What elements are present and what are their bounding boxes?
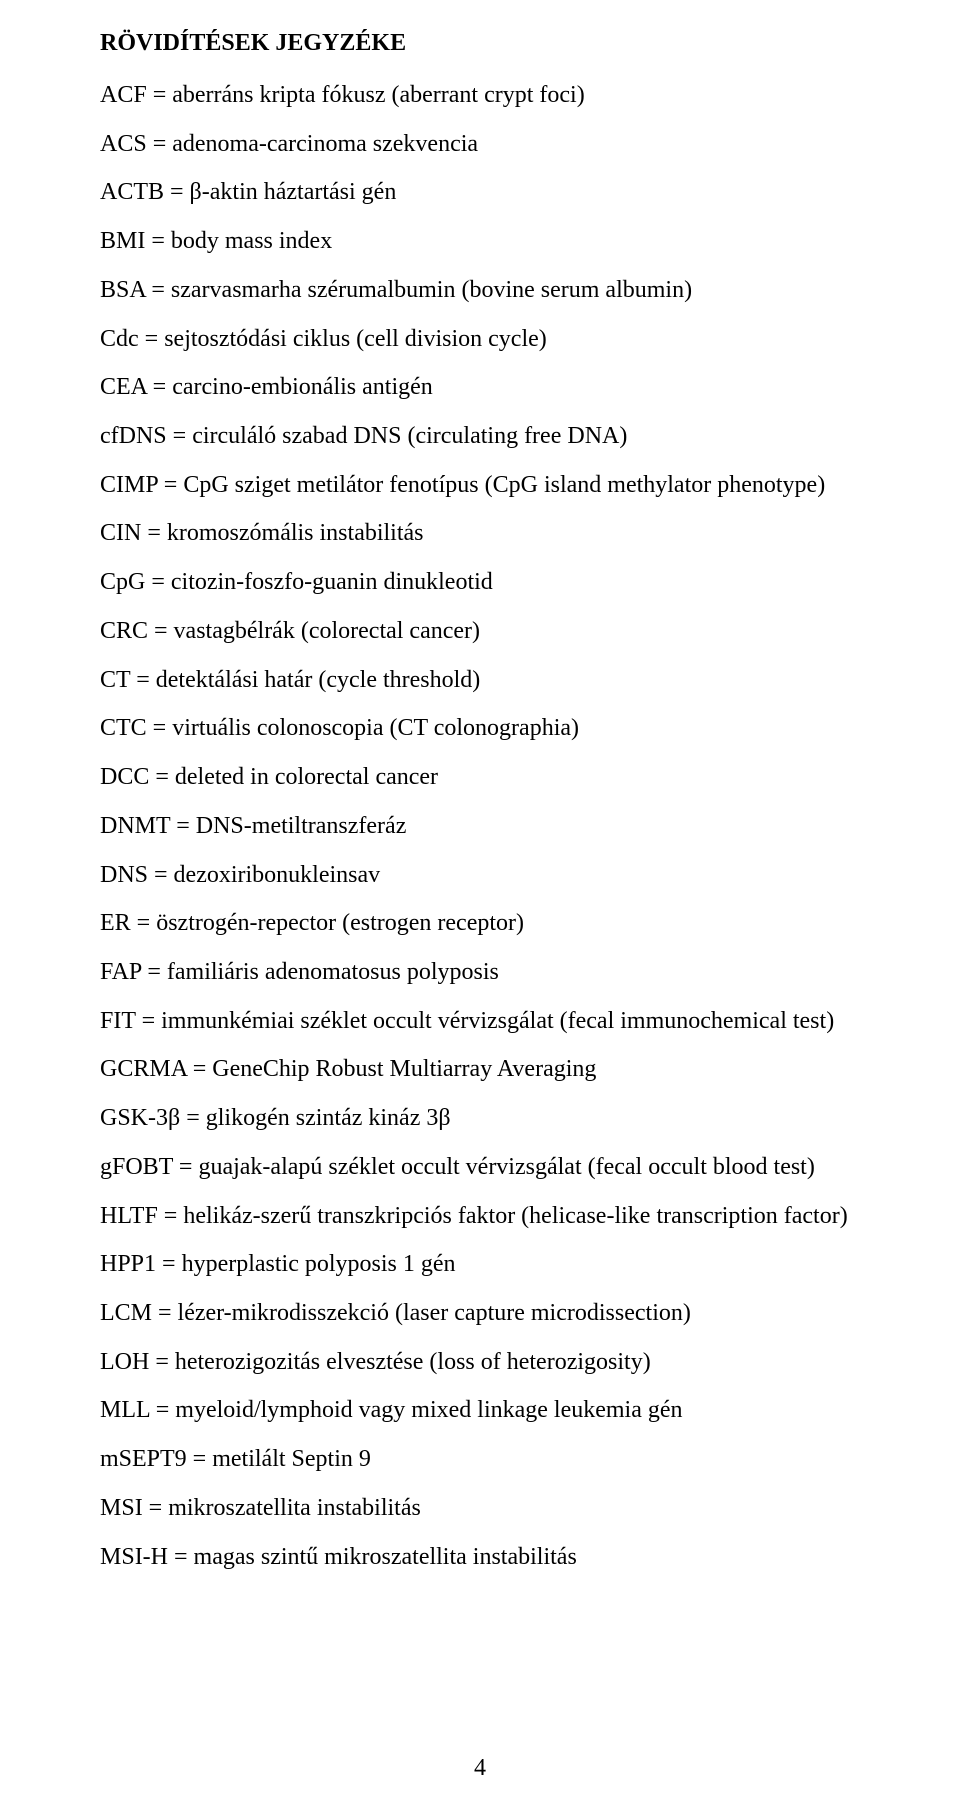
- list-item: LCM = lézer-mikrodisszekció (laser captu…: [100, 1289, 860, 1338]
- list-item: CIN = kromoszómális instabilitás: [100, 509, 860, 558]
- list-item: ACS = adenoma-carcinoma szekvencia: [100, 120, 860, 169]
- list-item: GCRMA = GeneChip Robust Multiarray Avera…: [100, 1045, 860, 1094]
- list-item: MSI = mikroszatellita instabilitás: [100, 1484, 860, 1533]
- document-page: RÖVIDÍTÉSEK JEGYZÉKE ACF = aberráns krip…: [0, 0, 960, 1802]
- list-item: DCC = deleted in colorectal cancer: [100, 753, 860, 802]
- list-item: BSA = szarvasmarha szérumalbumin (bovine…: [100, 266, 860, 315]
- list-item: BMI = body mass index: [100, 217, 860, 266]
- abbreviation-list: ACF = aberráns kripta fókusz (aberrant c…: [100, 71, 860, 1581]
- list-item: CIMP = CpG sziget metilátor fenotípus (C…: [100, 461, 860, 510]
- list-item: DNS = dezoxiribonukleinsav: [100, 851, 860, 900]
- list-item: CEA = carcino-embionális antigén: [100, 363, 860, 412]
- page-number: 4: [0, 1755, 960, 1782]
- list-item: LOH = heterozigozitás elvesztése (loss o…: [100, 1338, 860, 1387]
- list-item: CpG = citozin-foszfo-guanin dinukleotid: [100, 558, 860, 607]
- list-item: MLL = myeloid/lymphoid vagy mixed linkag…: [100, 1386, 860, 1435]
- list-item: DNMT = DNS-metiltranszferáz: [100, 802, 860, 851]
- document-title: RÖVIDÍTÉSEK JEGYZÉKE: [100, 30, 860, 57]
- list-item: GSK-3β = glikogén szintáz kináz 3β: [100, 1094, 860, 1143]
- list-item: CTC = virtuális colonoscopia (CT colonog…: [100, 704, 860, 753]
- list-item: Cdc = sejtosztódási ciklus (cell divisio…: [100, 315, 860, 364]
- list-item: HPP1 = hyperplastic polyposis 1 gén: [100, 1240, 860, 1289]
- list-item: ER = ösztrogén-repector (estrogen recept…: [100, 899, 860, 948]
- list-item: cfDNS = circuláló szabad DNS (circulatin…: [100, 412, 860, 461]
- list-item: ACTB = β-aktin háztartási gén: [100, 168, 860, 217]
- list-item: MSI-H = magas szintű mikroszatellita ins…: [100, 1533, 860, 1582]
- list-item: HLTF = helikáz-szerű transzkripciós fakt…: [100, 1192, 860, 1241]
- list-item: gFOBT = guajak-alapú széklet occult vérv…: [100, 1143, 860, 1192]
- list-item: mSEPT9 = metilált Septin 9: [100, 1435, 860, 1484]
- list-item: FAP = familiáris adenomatosus polyposis: [100, 948, 860, 997]
- list-item: FIT = immunkémiai széklet occult vérvizs…: [100, 997, 860, 1046]
- list-item: CT = detektálási határ (cycle threshold): [100, 656, 860, 705]
- list-item: CRC = vastagbélrák (colorectal cancer): [100, 607, 860, 656]
- list-item: ACF = aberráns kripta fókusz (aberrant c…: [100, 71, 860, 120]
